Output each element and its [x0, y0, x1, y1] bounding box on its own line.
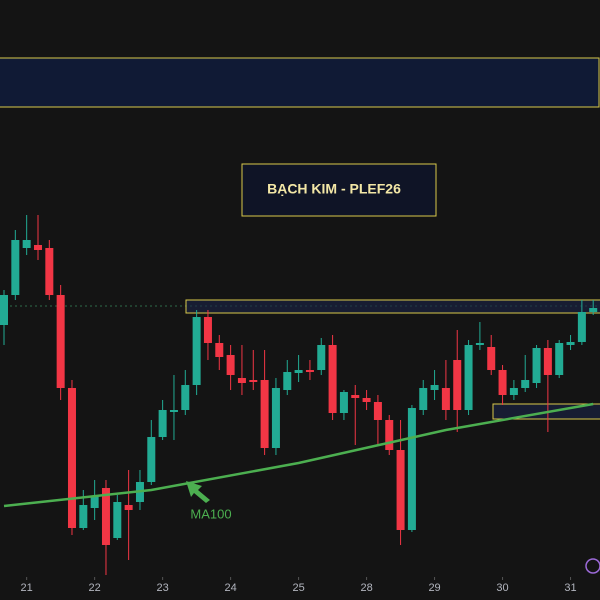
candle-body	[396, 450, 405, 530]
candle-body	[385, 420, 394, 450]
candle-body	[158, 410, 167, 437]
candle-body	[555, 343, 564, 375]
zone-band	[0, 57, 600, 108]
candle-body	[373, 402, 382, 420]
resistance-zone	[185, 299, 600, 314]
candle-body	[169, 410, 178, 412]
candle-body	[203, 317, 212, 343]
candle-body	[22, 240, 31, 248]
candle-body	[475, 343, 484, 345]
candle-body	[317, 345, 326, 370]
icon	[585, 558, 600, 574]
candle-body	[45, 248, 54, 295]
title-box	[241, 163, 437, 217]
x-tick-label: 21	[21, 582, 33, 594]
candle-body	[487, 347, 496, 370]
candle-body	[464, 345, 473, 410]
candle-body	[362, 398, 371, 402]
x-tick-label: 25	[292, 582, 304, 594]
candle-body	[566, 342, 575, 345]
candle-body	[113, 502, 122, 538]
candle-body	[215, 343, 224, 357]
candle-body	[67, 388, 76, 528]
candle-body	[271, 388, 280, 448]
candle-body	[305, 370, 314, 372]
x-tick-label: 22	[89, 582, 101, 594]
x-tick-label: 24	[224, 582, 236, 594]
x-tick-label: 31	[564, 582, 576, 594]
candle-body	[407, 408, 416, 530]
candle-body	[0, 295, 8, 325]
ma-line	[3, 402, 594, 508]
candle-body	[430, 385, 439, 390]
candle-body	[589, 308, 598, 312]
candle-body	[339, 392, 348, 413]
candle-body	[283, 372, 292, 390]
candle-body	[453, 360, 462, 410]
x-tick-label: 30	[496, 582, 508, 594]
candle-body	[419, 388, 428, 410]
candle-body	[351, 395, 360, 398]
candle-body	[328, 345, 337, 413]
candle-body	[192, 317, 201, 385]
candle-body	[543, 348, 552, 375]
candle-body	[79, 505, 88, 528]
x-tick-label: 28	[360, 582, 372, 594]
candle-body	[90, 497, 99, 508]
candle-body	[294, 370, 303, 373]
candle-body	[577, 312, 586, 342]
candle-body	[441, 388, 450, 410]
x-tick-label: 29	[428, 582, 440, 594]
annotation: MA100	[190, 506, 231, 521]
candle-body	[237, 378, 246, 383]
candle-body	[521, 380, 530, 388]
x-tick-label: 23	[157, 582, 169, 594]
candle-body	[498, 370, 507, 395]
plot: 21 22 23 24 25 28 29 30 31	[0, 215, 598, 594]
candle-body	[11, 240, 20, 295]
candle-body	[101, 488, 110, 545]
candle-body	[260, 380, 269, 448]
chart-title: BẠCH KIM - PLEF26	[267, 181, 401, 197]
annotation-arrow	[186, 481, 210, 503]
candle-body	[532, 348, 541, 383]
candle-body	[181, 385, 190, 410]
candle-body	[124, 505, 133, 510]
candle-body	[33, 245, 42, 250]
candle-body	[249, 380, 258, 382]
candle-body	[147, 437, 156, 482]
candle-body	[509, 388, 518, 395]
candle-body	[226, 355, 235, 375]
candle-body	[56, 295, 65, 388]
